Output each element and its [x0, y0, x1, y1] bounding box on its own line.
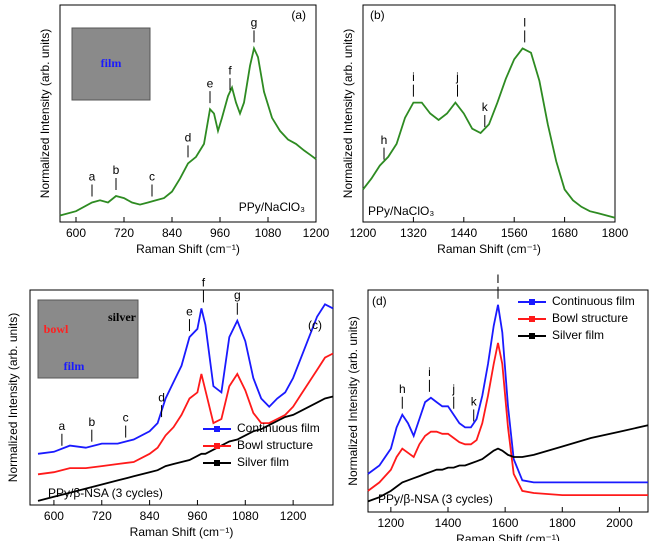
peak-label: j	[451, 382, 455, 396]
sample-note: PPy/β-NSA (3 cycles)	[48, 486, 163, 500]
peak-label: h	[381, 133, 388, 147]
legend-marker	[529, 316, 535, 322]
series-line	[367, 304, 648, 484]
inset-label: bowl	[44, 322, 69, 336]
peak-label: f	[202, 276, 206, 290]
x-tick-label: 960	[210, 226, 230, 240]
panel-label: (b)	[370, 8, 385, 22]
peak-label: a	[59, 419, 66, 433]
peak-label: h	[399, 382, 406, 396]
x-tick-label: 2000	[606, 516, 633, 530]
legend-marker	[214, 426, 220, 432]
x-tick-label: 840	[162, 226, 182, 240]
legend-label: Bowl structure	[237, 438, 313, 452]
sample-note: PPy/NaClO₃	[368, 204, 434, 218]
series-line	[362, 47, 616, 219]
sample-note: PPy/β-NSA (3 cycles)	[378, 492, 493, 506]
peak-label: k	[471, 395, 478, 409]
peak-label: k	[482, 100, 489, 114]
series-line	[37, 395, 334, 502]
peak-label: c	[123, 411, 129, 425]
x-axis-label: Raman Shift (cm⁻¹)	[437, 242, 541, 256]
panel-label: (d)	[372, 294, 387, 308]
legend-marker	[214, 443, 220, 449]
legend-label: Silver film	[552, 328, 604, 342]
inset-label: silver	[108, 310, 137, 324]
x-tick-label: 1800	[602, 226, 629, 240]
y-axis-label: Normalized Intensity (arb. units)	[6, 313, 20, 482]
inset-label: film	[64, 359, 85, 373]
series-line	[367, 424, 649, 503]
legend-label: Silver film	[237, 455, 289, 469]
series-line	[59, 45, 317, 217]
plot-frame	[367, 289, 649, 513]
series-line	[37, 303, 334, 455]
y-axis-label: Normalized Intensity (arb. units)	[346, 316, 360, 485]
peak-label: l	[497, 272, 500, 286]
inset-image	[71, 27, 151, 101]
peak-label: e	[207, 76, 214, 90]
series-line	[367, 342, 648, 496]
x-tick-label: 1800	[549, 516, 576, 530]
peak-label: b	[113, 163, 120, 177]
inset-image	[37, 299, 139, 379]
sample-note: PPy/NaClO₃	[239, 200, 305, 214]
peak-label: i	[412, 70, 415, 84]
x-tick-label: 720	[92, 509, 112, 523]
x-tick-label: 1200	[280, 509, 307, 523]
legend-marker	[529, 299, 535, 305]
x-tick-label: 600	[44, 509, 64, 523]
legend-label: Continuous film	[237, 421, 320, 435]
peak-label: f	[228, 63, 232, 77]
legend-label: Continuous film	[552, 294, 635, 308]
y-axis-label: Normalized Intensity (arb. units)	[341, 29, 355, 198]
legend-marker	[214, 460, 220, 466]
x-tick-label: 840	[140, 509, 160, 523]
plot-frame	[59, 4, 317, 223]
x-tick-label: 1440	[450, 226, 477, 240]
peak-label: l	[523, 16, 526, 30]
series-line	[37, 352, 334, 476]
x-tick-label: 720	[114, 226, 134, 240]
x-tick-label: 1200	[378, 516, 405, 530]
x-axis-label: Raman Shift (cm⁻¹)	[136, 242, 240, 256]
x-tick-label: 1320	[400, 226, 427, 240]
x-tick-label: 1200	[350, 226, 377, 240]
x-tick-label: 1600	[492, 516, 519, 530]
x-axis-label: Raman Shift (cm⁻¹)	[130, 525, 234, 539]
plot-frame	[362, 4, 616, 223]
x-tick-label: 1680	[551, 226, 578, 240]
peak-label: d	[185, 131, 192, 145]
x-tick-label: 1400	[435, 516, 462, 530]
legend-label: Bowl structure	[552, 311, 628, 325]
peak-label: d	[158, 390, 165, 404]
peak-label: j	[455, 70, 459, 84]
x-tick-label: 1080	[255, 226, 282, 240]
peak-label: i	[428, 365, 431, 379]
x-axis-label: Raman Shift (cm⁻¹)	[456, 532, 560, 541]
peak-label: a	[89, 170, 96, 184]
x-tick-label: 960	[187, 509, 207, 523]
peak-label: e	[186, 304, 193, 318]
plot-frame	[29, 289, 334, 506]
peak-label: b	[88, 415, 95, 429]
inset-label: film	[101, 56, 122, 70]
peak-label: c	[149, 170, 155, 184]
x-tick-label: 1560	[501, 226, 528, 240]
y-axis-label: Normalized Intensity (arb. units)	[38, 29, 52, 198]
legend-marker	[529, 333, 535, 339]
x-tick-label: 1200	[303, 226, 330, 240]
peak-label: g	[251, 16, 258, 30]
x-tick-label: 1080	[232, 509, 259, 523]
panel-label: (c)	[308, 318, 322, 332]
x-tick-label: 600	[66, 226, 86, 240]
panel-label: (a)	[291, 8, 306, 22]
peak-label: g	[234, 288, 241, 302]
